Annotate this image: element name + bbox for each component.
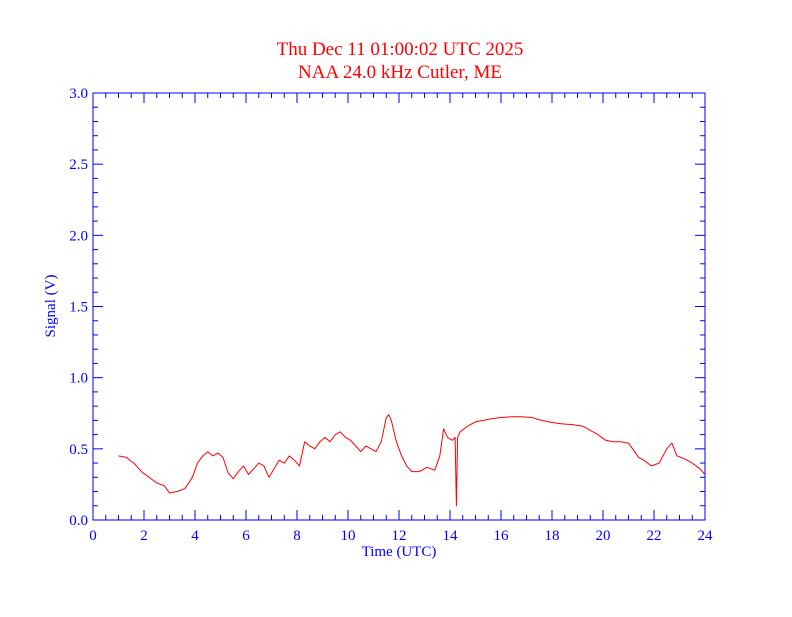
y-tick-label: 0.5 [69, 442, 88, 458]
x-axis-title: Time (UTC) [362, 544, 437, 560]
x-tick-label: 10 [341, 528, 356, 544]
y-tick-label: 3.0 [69, 86, 88, 102]
y-tick-label: 0.0 [69, 513, 88, 529]
chart-title: Thu Dec 11 01:00:02 UTC 2025 [277, 39, 524, 60]
axis-ticks [92, 92, 706, 521]
x-tick-label: 16 [494, 528, 510, 544]
x-tick-label: 18 [545, 528, 560, 544]
x-tick-label: 22 [647, 528, 662, 544]
x-tick-label: 4 [191, 528, 199, 544]
signal-series-line [118, 414, 706, 507]
plot-frame [92, 92, 706, 521]
series-layer [118, 414, 706, 507]
y-tick-label: 2.0 [69, 228, 88, 244]
y-tick-label: 2.5 [69, 157, 88, 173]
x-tick-label: 0 [89, 528, 97, 544]
x-tick-label: 24 [698, 528, 714, 544]
y-tick-label: 1.0 [69, 371, 88, 387]
y-axis-title: Signal (V) [43, 275, 59, 338]
y-tick-label: 1.5 [69, 300, 88, 316]
tick-labels: 0 2 4 6 8 10 12 14 16 18 20 22 240.00.51.01.52.02.53… [69, 86, 713, 544]
x-tick-label: 14 [443, 528, 459, 544]
chart-subtitle: NAA 24.0 kHz Cutler, ME [298, 62, 502, 83]
x-tick-label: 8 [293, 528, 301, 544]
x-tick-label: 2 [140, 528, 148, 544]
x-tick-label: 12 [392, 528, 407, 544]
x-tick-label: 20 [596, 528, 611, 544]
x-tick-label: 6 [242, 528, 250, 544]
